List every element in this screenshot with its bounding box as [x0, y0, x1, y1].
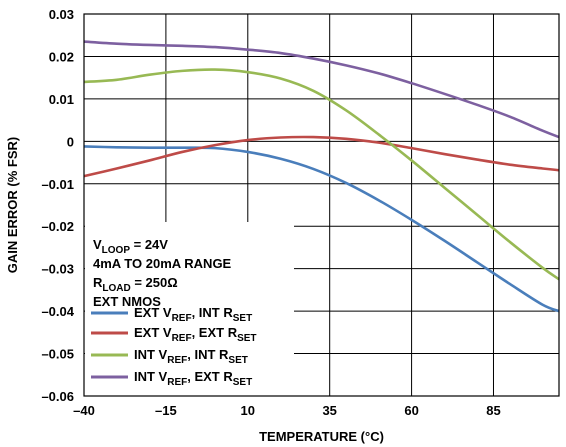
legend-label: EXT VREF, EXT RSET [134, 325, 257, 344]
y-tick-labels: 0.03 0.02 0.01 0 –0.01 –0.02 –0.03 –0.04 –0.05 –0… [41, 7, 74, 404]
condition-line: 4mA TO 20mA RANGE [93, 256, 232, 271]
condition-line: EXT NMOS [93, 294, 161, 309]
y-tick-label: –0.05 [41, 347, 74, 362]
annotation-background [85, 222, 294, 396]
plot-frame [83, 13, 560, 397]
x-axis-label: TEMPERATURE (°C) [259, 429, 384, 444]
y-tick-label: –0.01 [41, 177, 74, 192]
x-tick-label: 10 [241, 403, 255, 418]
legend-label: INT VREF, INT RSET [134, 347, 248, 366]
series-line-4 [83, 40, 560, 139]
y-tick-label: 0.01 [49, 92, 74, 107]
x-tick-label: –15 [155, 403, 177, 418]
legend-label: EXT VREF, INT RSET [134, 305, 252, 324]
y-tick-label: –0.02 [41, 219, 74, 234]
y-tick-label: –0.04 [41, 304, 74, 319]
series-line-1 [83, 145, 560, 313]
condition-line: VLOOP = 24V [93, 237, 168, 256]
x-tick-label: 60 [404, 403, 418, 418]
y-axis-label: GAIN ERROR (% FSR) [5, 137, 20, 274]
x-tick-label: –40 [73, 403, 95, 418]
x-tick-label: 35 [322, 403, 336, 418]
y-tick-label: 0.02 [49, 49, 74, 64]
legend-label: INT VREF, EXT RSET [134, 369, 252, 388]
series-lines [83, 40, 560, 313]
y-tick-label: 0.03 [49, 7, 74, 22]
y-tick-label: –0.06 [41, 389, 74, 404]
x-tick-label: 85 [486, 403, 500, 418]
y-tick-label: –0.03 [41, 262, 74, 277]
y-tick-label: 0 [67, 134, 74, 149]
condition-line: RLOAD = 250Ω [93, 275, 178, 294]
x-tick-labels: –40 –15 10 35 60 85 [73, 403, 501, 418]
series-line-3 [83, 68, 560, 281]
series-line-2 [83, 135, 560, 178]
